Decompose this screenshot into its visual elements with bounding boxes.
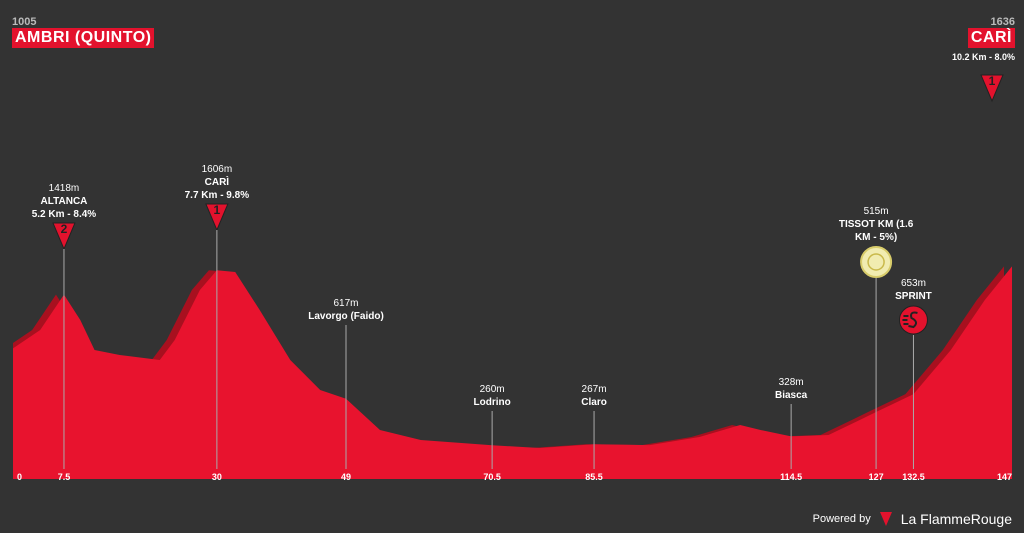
annotation: 1418m ALTANCA 5.2 Km - 8.4%: [9, 182, 119, 221]
annotation: 267m Claro: [539, 383, 649, 409]
annotation-elevation: 515m: [863, 206, 889, 217]
annotation-elevation: 617m: [333, 298, 359, 309]
annotation-name: Biasca: [775, 390, 808, 401]
annotation-elevation: 260m: [479, 384, 505, 395]
finish-name: CARÌ: [967, 28, 1015, 48]
annotation-elevation: 267m: [581, 384, 607, 395]
footer: Powered by La FlammeRouge: [813, 511, 1012, 527]
annotation-elevation: 328m: [778, 377, 804, 388]
x-tick-label: 7.5: [58, 472, 71, 482]
category-icon: [205, 203, 229, 232]
annotation: 653m SPRINT: [858, 277, 968, 303]
brand-icon: [879, 512, 892, 526]
x-tick-label: 70.5: [483, 472, 501, 482]
finish-block: 1636 CARÌ 10.2 Km - 8.0%: [952, 16, 1015, 62]
annotation-name: CARÌ: [204, 177, 230, 188]
x-tick-label: 127: [869, 472, 884, 482]
powered-by: Powered by: [812, 513, 871, 525]
finish-detail: 10.2 Km - 8.0%: [951, 52, 1015, 62]
annotation-name: Claro: [581, 397, 607, 408]
mask-left: [0, 0, 13, 533]
annotation-name: Lodrino: [473, 397, 511, 408]
category-icon-label: 2: [61, 222, 68, 236]
annotation: 617m Lavorgo (Faido): [291, 297, 401, 323]
x-tick-label: 0: [17, 472, 22, 482]
start-block: 1005 AMBRI (QUINTO): [12, 16, 155, 48]
tissot-badge-inner: [867, 253, 885, 271]
annotation-detail: 7.7 Km - 9.8%: [184, 190, 250, 201]
annotation-elevation: 1606m: [201, 164, 233, 175]
x-tick-label: 85.5: [585, 472, 603, 482]
profile-area: [13, 266, 1012, 479]
start-name: AMBRI (QUINTO): [12, 28, 155, 48]
category-icon: [52, 222, 76, 251]
annotation: 328m Biasca: [736, 376, 846, 402]
annotation: 260m Lodrino: [437, 383, 547, 409]
annotation-elevation: 1418m: [48, 183, 80, 194]
annotation-elevation: 653m: [900, 278, 926, 289]
annotation-name: Lavorgo (Faido): [308, 311, 384, 322]
finish-category-icon-label: 1: [989, 74, 996, 88]
x-tick-label: 49: [341, 472, 351, 482]
x-tick-label: 114.5: [780, 472, 802, 482]
x-tick-label: 30: [212, 472, 222, 482]
tissot-badge: [860, 246, 893, 278]
category-icon-label: 1: [214, 203, 221, 217]
finish-category-icon: [980, 74, 1004, 103]
finish-elevation: 1636: [990, 16, 1015, 28]
annotation-name: SPRINT: [895, 291, 932, 302]
annotation: 1606m CARÌ 7.7 Km - 9.8%: [162, 163, 272, 202]
brand: La FlammeRouge: [900, 511, 1012, 527]
x-tick-label: 147: [997, 472, 1012, 482]
annotation-name: ALTANCA: [40, 196, 88, 207]
sprint-glyph: [902, 311, 918, 329]
annotation-name: TISSOT KM (1.6 KM - 5%): [838, 219, 914, 243]
annotation: 515m TISSOT KM (1.6 KM - 5%): [836, 205, 916, 244]
x-tick-label: 132.5: [902, 472, 925, 482]
start-elevation: 1005: [12, 16, 37, 28]
annotation-detail: 5.2 Km - 8.4%: [31, 209, 97, 220]
